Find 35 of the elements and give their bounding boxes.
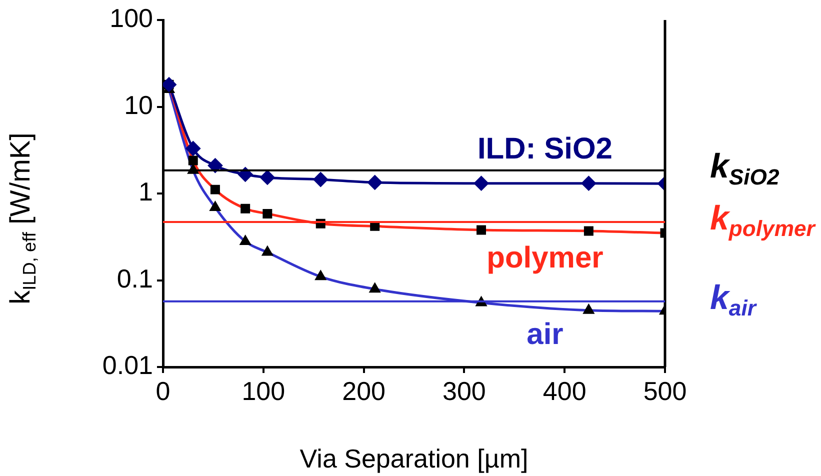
y-tick-label: 100 — [110, 3, 153, 34]
point — [367, 174, 382, 190]
x-tick-label: 100 — [242, 376, 286, 406]
y-axis-title: kILD, eff [W/mK] — [4, 132, 40, 304]
point — [474, 176, 489, 191]
point — [163, 77, 177, 92]
series-label: air — [526, 318, 564, 351]
y-tick-label: 0.1 — [116, 263, 153, 294]
point — [262, 208, 272, 218]
point — [188, 156, 198, 166]
point — [313, 172, 328, 187]
point — [476, 225, 486, 235]
y-tick-label: 10 — [124, 90, 153, 120]
x-tick-label: 300 — [442, 376, 486, 406]
point — [240, 204, 250, 214]
point — [240, 234, 252, 245]
point — [584, 226, 594, 236]
point — [262, 246, 274, 256]
y-tick-label: 1 — [138, 176, 153, 207]
point — [186, 141, 201, 156]
point — [369, 282, 381, 293]
point — [581, 176, 596, 191]
x-tick-label: 400 — [542, 376, 586, 406]
x-tick-label: 200 — [342, 376, 386, 406]
x-axis-title: Via Separation [µm] — [300, 444, 528, 474]
point — [583, 304, 594, 314]
point — [210, 184, 220, 194]
x-tick-label: 0 — [156, 376, 170, 406]
point — [210, 200, 221, 211]
point — [260, 170, 275, 185]
series-label: ILD: SiO2 — [477, 132, 612, 166]
point — [314, 270, 326, 280]
x-tick-label: 500 — [643, 376, 687, 406]
y-tick-label: 0.01 — [102, 350, 153, 380]
series-label: polymer — [486, 242, 604, 275]
